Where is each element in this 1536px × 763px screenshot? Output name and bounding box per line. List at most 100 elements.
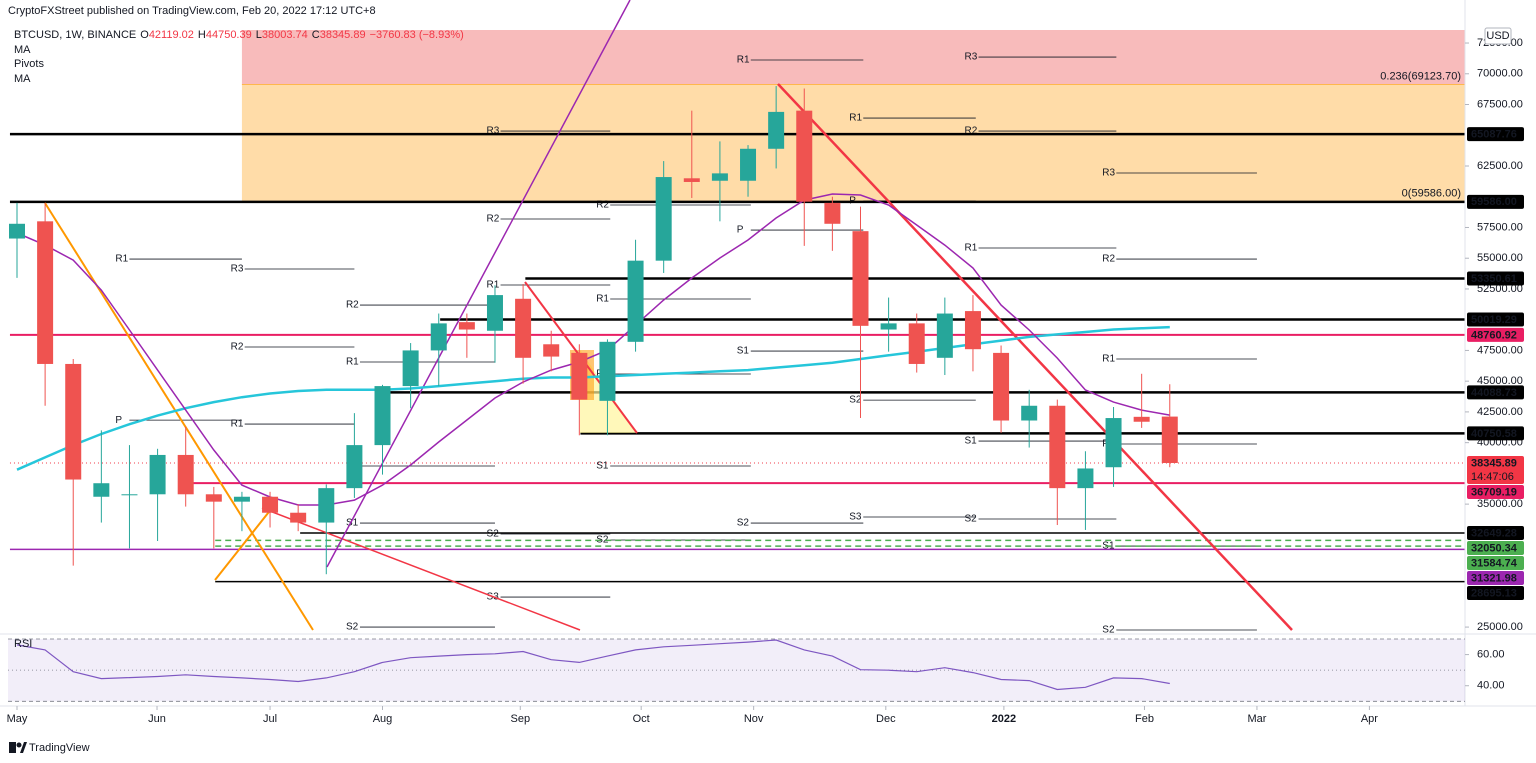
symbol: BTCUSD, 1W, BINANCE <box>14 29 136 41</box>
price-label: 50019.29 <box>1471 314 1517 326</box>
symbol-legend: BTCUSD, 1W, BINANCE O42119.02 H44750.39 L38… <box>14 29 464 41</box>
candle-body <box>880 323 897 330</box>
price-label-box <box>1467 556 1524 571</box>
x-tick-label: Mar <box>1247 713 1266 725</box>
brand: TradingView <box>29 742 90 754</box>
price-label-box <box>1467 327 1524 342</box>
logo-part <box>9 742 16 753</box>
rsi-line <box>16 639 1170 691</box>
x-tick-label: Nov <box>744 713 764 725</box>
trendline <box>777 83 1293 631</box>
y-tick-label: 55000.00 <box>1477 252 1523 264</box>
trendline <box>261 507 581 631</box>
candle-body <box>262 496 279 513</box>
x-tick-label: Apr <box>1361 713 1378 725</box>
fib-zone <box>241 84 1465 202</box>
price-label-box <box>1467 484 1524 499</box>
x-tick-label: Sep <box>510 713 530 725</box>
price-label: 59586.00 <box>1471 196 1517 208</box>
pivot-label: R1 <box>487 280 500 291</box>
x-tick-label: May <box>7 713 28 725</box>
price-label: 28695.13 <box>1471 587 1517 599</box>
trendline <box>214 507 273 581</box>
candle-body <box>740 148 757 181</box>
price-label-box <box>1467 312 1524 327</box>
price-label-box <box>1467 385 1524 400</box>
price-label-box <box>1467 271 1524 286</box>
pivot-label: R1 <box>849 113 862 124</box>
pivot-label: S1 <box>737 346 750 357</box>
candle-body <box>796 110 813 202</box>
indicator-legend: MA <box>14 44 31 56</box>
x-tick-label: Aug <box>373 713 393 725</box>
pivot-label: R1 <box>1102 354 1115 365</box>
pivot-label: S1 <box>965 436 978 447</box>
ohlc-value: 44750.39 <box>206 29 252 41</box>
price-label: 31321.98 <box>1471 572 1517 584</box>
price-label: 32649.28 <box>1471 527 1517 539</box>
candle-body <box>1077 468 1094 489</box>
pivot-label: R2 <box>1102 254 1115 265</box>
candle-body <box>543 344 560 357</box>
candle-body <box>205 494 222 502</box>
price-label: 40750.58 <box>1471 428 1517 440</box>
price-label-box <box>1467 194 1524 209</box>
candle-body <box>149 454 166 495</box>
pivot-label: R1 <box>346 357 359 368</box>
pivot-label: S1 <box>346 518 359 529</box>
candle-body <box>711 173 728 181</box>
levels: R1PR3R2R1R2R1PS1S2R3R2R1S2S3R2R1PS1S2R1P… <box>9 52 1465 636</box>
ohlc-value: 38003.74 <box>262 29 308 41</box>
candle-body <box>346 445 363 489</box>
candle-body <box>655 177 672 261</box>
price-label-box <box>1467 526 1524 541</box>
candle-body <box>824 202 841 224</box>
currency-box[interactable] <box>1484 27 1512 45</box>
pivot-label: R1 <box>965 243 978 254</box>
price-label: 44088.73 <box>1471 387 1517 399</box>
price-label: 31584.74 <box>1471 557 1518 569</box>
price-label-box <box>1467 541 1524 556</box>
candle-body <box>290 512 307 523</box>
ohlc-key: O <box>140 29 149 41</box>
candle-body <box>65 363 82 480</box>
y-tick-label: 57500.00 <box>1477 221 1523 233</box>
axes: 72500.0070000.0067500.0062500.0057500.00… <box>7 37 1524 725</box>
candle-body <box>93 483 110 497</box>
pivot-label: S2 <box>737 518 750 529</box>
pivot-label: P <box>737 225 744 236</box>
candle-body <box>430 323 447 351</box>
pivot-label: R3 <box>487 126 500 137</box>
fib-zone <box>241 30 1465 85</box>
pivot-label: S1 <box>596 461 609 472</box>
pivot-label: R1 <box>596 294 609 305</box>
candle-body <box>1049 405 1066 489</box>
price-label-box <box>1467 455 1524 484</box>
pivot-label: R3 <box>1102 168 1115 179</box>
x-tick-label: Jun <box>148 713 166 725</box>
y-tick-label: 62500.00 <box>1477 160 1523 172</box>
pivot-label: S2 <box>346 622 359 633</box>
logo-part <box>16 742 22 748</box>
pivot-label: R2 <box>346 300 359 311</box>
price-label-box <box>1467 586 1524 601</box>
pivot-label: R3 <box>965 52 978 63</box>
candle-body <box>318 488 335 523</box>
trendline <box>44 202 314 631</box>
y-tick-label: 52500.00 <box>1477 283 1523 295</box>
x-tick-label: 2022 <box>992 713 1016 725</box>
candles <box>8 86 1178 575</box>
logo-part <box>20 742 27 753</box>
candle-body <box>936 313 953 358</box>
pivot-label: S2 <box>849 395 862 406</box>
publisher: CryptoFXStreet published on TradingView.… <box>8 5 376 17</box>
countdown: 14:47:06 <box>1471 471 1514 483</box>
pivot-label: P <box>115 415 122 426</box>
y-tick-label: 42500.00 <box>1477 406 1523 418</box>
currency[interactable]: USD <box>1486 30 1509 42</box>
candle-body <box>1021 405 1038 421</box>
pivot-label: S2 <box>487 529 500 540</box>
candle-body <box>458 322 475 330</box>
change: −3760.83 (−8.93%) <box>370 29 464 41</box>
candle-body <box>177 454 194 495</box>
